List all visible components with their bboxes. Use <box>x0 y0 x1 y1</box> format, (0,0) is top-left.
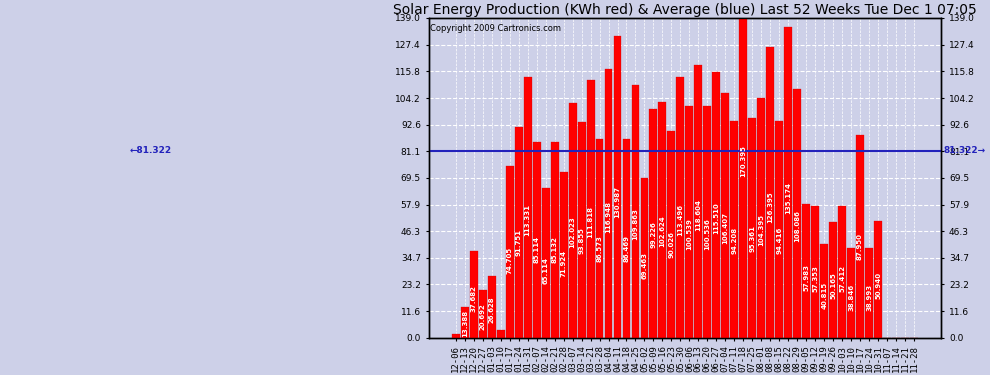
Bar <box>451 334 459 338</box>
Bar <box>775 120 783 338</box>
Text: 86.469: 86.469 <box>624 235 630 262</box>
Bar <box>460 307 468 338</box>
Bar <box>704 106 711 338</box>
Text: 71.924: 71.924 <box>560 250 566 277</box>
Bar <box>830 222 838 338</box>
Bar <box>847 248 855 338</box>
Bar <box>874 220 882 338</box>
Bar <box>713 72 721 338</box>
Text: 93.855: 93.855 <box>578 227 584 254</box>
Text: 106.407: 106.407 <box>723 211 729 243</box>
Text: 20.692: 20.692 <box>480 303 486 330</box>
Bar <box>605 69 613 338</box>
Bar <box>685 106 693 338</box>
Text: 94.416: 94.416 <box>776 226 782 254</box>
Bar <box>722 93 730 338</box>
Bar <box>550 142 558 338</box>
Text: 170.395: 170.395 <box>741 146 746 177</box>
Bar <box>587 81 595 338</box>
Text: ←81.322: ←81.322 <box>130 146 172 155</box>
Text: 65.114: 65.114 <box>543 257 548 284</box>
Bar <box>757 98 765 338</box>
Text: 94.208: 94.208 <box>732 226 738 254</box>
Text: 81.322→: 81.322→ <box>943 146 986 155</box>
Text: 37.682: 37.682 <box>471 285 477 312</box>
Text: 100.536: 100.536 <box>704 218 711 249</box>
Bar <box>632 85 640 338</box>
Text: 57.412: 57.412 <box>840 265 845 292</box>
Bar <box>802 204 810 338</box>
Bar <box>748 118 756 338</box>
Bar <box>766 47 774 338</box>
Bar <box>542 188 549 338</box>
Text: 116.948: 116.948 <box>606 201 612 232</box>
Text: 126.395: 126.395 <box>767 191 773 223</box>
Bar <box>856 135 864 338</box>
Bar <box>793 89 801 338</box>
Bar <box>694 65 702 338</box>
Text: 135.174: 135.174 <box>785 182 791 214</box>
Bar <box>820 244 828 338</box>
Bar <box>577 122 585 338</box>
Bar <box>488 276 496 338</box>
Bar <box>497 330 505 338</box>
Bar <box>614 36 622 338</box>
Text: 90.026: 90.026 <box>668 231 674 258</box>
Text: 38.993: 38.993 <box>866 284 872 311</box>
Bar <box>524 77 532 338</box>
Bar <box>811 206 819 338</box>
Bar <box>784 27 792 338</box>
Text: 111.818: 111.818 <box>587 206 594 238</box>
Text: 108.086: 108.086 <box>794 210 800 242</box>
Bar <box>506 166 514 338</box>
Bar <box>865 248 873 338</box>
Text: 13.388: 13.388 <box>461 310 467 338</box>
Text: 104.395: 104.395 <box>758 214 764 246</box>
Bar <box>515 127 523 338</box>
Text: 109.863: 109.863 <box>633 208 639 240</box>
Bar <box>649 110 657 338</box>
Text: 40.815: 40.815 <box>821 282 828 309</box>
Text: 50.165: 50.165 <box>831 272 837 299</box>
Text: 113.496: 113.496 <box>677 204 683 236</box>
Bar <box>559 172 567 338</box>
Text: 91.751: 91.751 <box>516 229 522 256</box>
Bar <box>641 178 648 338</box>
Text: 86.573: 86.573 <box>597 235 603 261</box>
Text: 69.463: 69.463 <box>642 252 647 279</box>
Bar <box>676 76 684 338</box>
Bar <box>568 103 576 338</box>
Text: 95.361: 95.361 <box>749 225 755 252</box>
Text: 102.624: 102.624 <box>659 216 665 248</box>
Bar <box>667 130 675 338</box>
Text: 85.132: 85.132 <box>551 236 557 263</box>
Text: 102.023: 102.023 <box>569 216 575 248</box>
Bar <box>533 142 541 338</box>
Text: 87.950: 87.950 <box>857 233 863 260</box>
Bar <box>740 0 747 338</box>
Text: 118.604: 118.604 <box>695 199 701 231</box>
Text: 38.846: 38.846 <box>848 284 854 311</box>
Bar <box>479 290 487 338</box>
Bar <box>839 206 846 338</box>
Bar <box>623 139 631 338</box>
Text: 57.353: 57.353 <box>812 265 818 292</box>
Text: 26.628: 26.628 <box>489 297 495 324</box>
Title: Solar Energy Production (KWh red) & Average (blue) Last 52 Weeks Tue Dec 1 07:05: Solar Energy Production (KWh red) & Aver… <box>393 3 977 17</box>
Text: 50.940: 50.940 <box>875 272 881 298</box>
Text: 85.114: 85.114 <box>534 236 540 263</box>
Bar <box>658 102 666 338</box>
Text: Copyright 2009 Cartronics.com: Copyright 2009 Cartronics.com <box>430 24 560 33</box>
Text: 74.705: 74.705 <box>507 247 513 274</box>
Text: 99.226: 99.226 <box>650 222 656 248</box>
Text: 100.539: 100.539 <box>686 218 692 250</box>
Text: 57.983: 57.983 <box>803 264 809 291</box>
Text: 115.510: 115.510 <box>714 202 720 234</box>
Bar <box>596 138 604 338</box>
Text: 113.331: 113.331 <box>525 204 531 236</box>
Bar <box>731 121 739 338</box>
Bar <box>470 251 478 338</box>
Text: 130.987: 130.987 <box>615 186 621 218</box>
